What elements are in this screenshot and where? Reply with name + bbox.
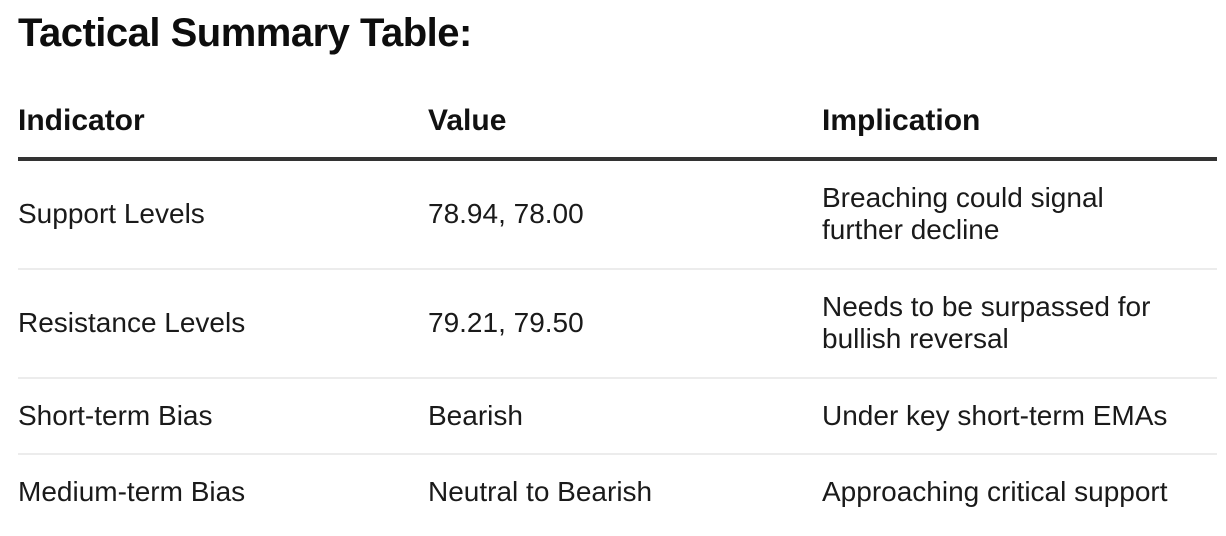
table-header: Indicator Value Implication	[18, 96, 1217, 161]
cell-value: Bearish	[428, 376, 822, 455]
cell-value: 79.21, 79.50	[428, 267, 822, 378]
table-row: Short-term Bias Bearish Under key short-…	[18, 376, 1217, 455]
cell-implication: Approaching critical support	[822, 453, 1217, 530]
cell-implication: Breaching could signal further decline	[822, 182, 1104, 246]
table-row: Support Levels 78.94, 78.00 Breaching co…	[18, 159, 1217, 269]
cell-value: Neutral to Bearish	[428, 453, 822, 530]
cell-implication: Under key short-term EMAs	[822, 376, 1217, 455]
cell-indicator: Support Levels	[18, 198, 205, 230]
table-row: Resistance Levels 79.21, 79.50 Needs to …	[18, 267, 1217, 378]
table-body: Support Levels 78.94, 78.00 Breaching co…	[18, 159, 1217, 530]
cell-implication: Needs to be surpassed for bullish revers…	[822, 267, 1217, 378]
cell-indicator: Short-term Bias	[18, 376, 428, 455]
summary-table: Indicator Value Implication Support Leve…	[18, 96, 1217, 530]
cell-value: 78.94, 78.00	[428, 198, 584, 230]
header-row: Indicator Value Implication	[18, 96, 1217, 161]
column-header-indicator: Indicator	[18, 96, 428, 161]
column-header-implication: Implication	[822, 96, 1217, 161]
page-title: Tactical Summary Table:	[18, 11, 472, 55]
cell-indicator: Medium-term Bias	[18, 453, 428, 530]
table-row: Medium-term Bias Neutral to Bearish Appr…	[18, 453, 1217, 530]
cell-indicator: Resistance Levels	[18, 267, 428, 378]
column-header-value: Value	[428, 96, 822, 161]
